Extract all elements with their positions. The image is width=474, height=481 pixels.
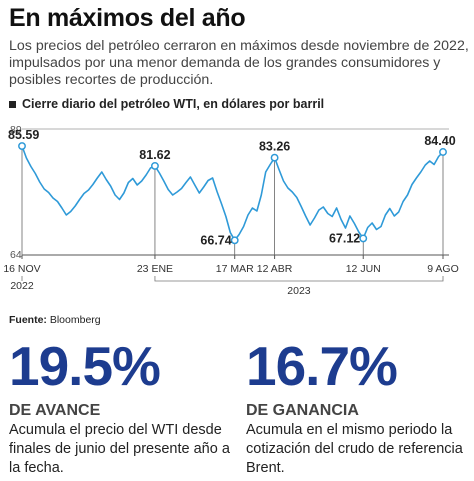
x-tick-label: 23 ENE [137,263,173,275]
chart-label-text: Cierre diario del petróleo WTI, en dólar… [22,97,325,111]
y-tick-label: 64 [10,249,22,261]
stat-description-1: Acumula el precio del WTI desde finales … [9,422,230,476]
source-prefix: Fuente: [9,314,47,326]
data-label: 66.74 [200,233,231,247]
square-bullet-icon [9,100,16,108]
wti-price-chart: 89 64 85.59 81.62 66.74 83.26 67.12 84.40 16 NOV… [3,124,459,297]
data-label: 85.59 [8,128,39,142]
page-subtitle: Los precios del petróleo cerraron en máx… [9,38,469,88]
stat-heading-2: DE GANANCIA [246,402,359,419]
x-tick-label: 12 JUN [346,263,381,275]
year-bracket [154,276,444,282]
chart-label: Cierre diario del petróleo WTI, en dólar… [9,97,324,111]
stat-value-2: 16.7% [246,335,398,397]
data-point-marker [150,161,159,170]
data-point-marker [270,153,279,162]
stat-value-1: 19.5% [9,335,161,397]
year-label-2023: 2023 [287,285,311,297]
year-label-2022: 2022 [10,280,34,292]
x-tick-label: 17 MAR [216,263,254,275]
data-label: 81.62 [139,148,170,162]
data-label: 67.12 [329,231,360,245]
x-tick-label: 12 ABR [257,263,293,275]
source-note: Fuente: Bloomberg [9,314,101,326]
data-label: 84.40 [424,134,455,148]
stat-description-2: Acumula en el mismo periodo la cotizació… [246,422,463,476]
data-point-marker [18,142,26,150]
data-point-marker [439,148,447,156]
data-point-marker [359,234,368,243]
source-name: Bloomberg [49,314,101,326]
x-tick-label: 9 AGO [427,263,459,275]
x-tick-label: 16 NOV [3,263,40,275]
data-point-marker [230,236,239,245]
data-label: 83.26 [259,140,290,154]
series-line [21,145,444,242]
stat-heading-1: DE AVANCE [9,402,101,419]
page-title: En máximos del año [9,4,246,32]
y-tick-label: 89 [10,124,22,136]
